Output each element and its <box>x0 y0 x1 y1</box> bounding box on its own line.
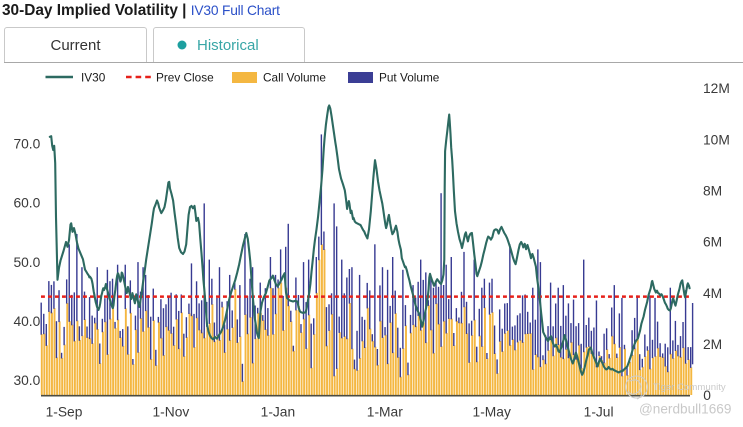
svg-text:6M: 6M <box>703 235 722 250</box>
svg-text:40.0: 40.0 <box>13 314 40 329</box>
svg-text:60.0: 60.0 <box>13 196 40 211</box>
svg-text:70.0: 70.0 <box>13 137 40 152</box>
svg-text:Call Volume: Call Volume <box>263 71 326 85</box>
svg-text:Tiger Community: Tiger Community <box>653 382 726 393</box>
svg-text:8M: 8M <box>703 184 722 199</box>
svg-text:10M: 10M <box>703 132 730 147</box>
svg-text:30.0: 30.0 <box>13 373 40 388</box>
svg-text:1-Jan: 1-Jan <box>261 405 296 420</box>
svg-text:4M: 4M <box>703 286 722 301</box>
svg-text:2M: 2M <box>703 337 722 352</box>
svg-text:1-Jul: 1-Jul <box>584 405 614 420</box>
svg-text:50.0: 50.0 <box>13 255 40 270</box>
svg-text:Prev Close: Prev Close <box>156 71 214 85</box>
svg-text:1-Sep: 1-Sep <box>46 405 83 420</box>
svg-text:IV30: IV30 <box>81 71 106 85</box>
svg-text:@nerdbull1669: @nerdbull1669 <box>639 402 731 417</box>
svg-text:1-Nov: 1-Nov <box>152 405 189 420</box>
svg-text:1-Mar: 1-Mar <box>367 405 403 420</box>
svg-text:0: 0 <box>703 388 711 403</box>
svg-text:1-May: 1-May <box>473 405 511 420</box>
svg-text:Put Volume: Put Volume <box>379 71 440 85</box>
svg-text:12M: 12M <box>703 81 730 96</box>
